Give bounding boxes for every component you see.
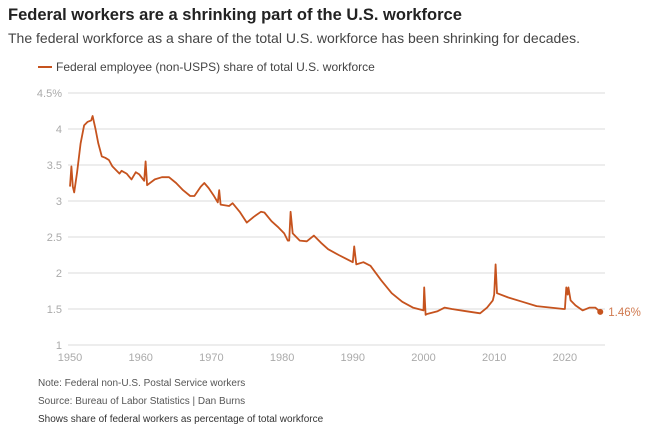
source-text: Source: Bureau of Labor Statistics | Dan…: [38, 396, 246, 407]
end-point: [597, 308, 604, 315]
y-tick-label: 1.5: [47, 304, 62, 316]
x-tick-label: 1960: [128, 352, 152, 364]
y-tick-label: 4: [56, 124, 62, 136]
legend: Federal employee (non-USPS) share of tot…: [38, 60, 375, 74]
chart-subtitle: The federal workforce as a share of the …: [8, 30, 580, 46]
y-tick-label: 2.5: [47, 232, 62, 244]
y-tick-label: 1: [56, 340, 62, 352]
x-tick-label: 2000: [411, 352, 435, 364]
x-tick-label: 1990: [341, 352, 365, 364]
x-tick-label: 2020: [553, 352, 577, 364]
legend-swatch: [38, 66, 52, 68]
x-tick-label: 2010: [482, 352, 506, 364]
y-tick-label: 3: [56, 196, 62, 208]
y-tick-label: 4.5%: [37, 88, 62, 100]
y-tick-label: 2: [56, 268, 62, 280]
legend-label: Federal employee (non-USPS) share of tot…: [56, 60, 375, 74]
end-value-label: 1.46%: [608, 307, 641, 319]
chart-title: Federal workers are a shrinking part of …: [8, 6, 462, 24]
x-tick-label: 1950: [58, 352, 82, 364]
note-text: Note: Federal non-U.S. Postal Service wo…: [38, 378, 246, 389]
caption-text: Shows share of federal workers as percen…: [38, 414, 324, 425]
series-line: [69, 115, 601, 316]
x-tick-label: 1970: [199, 352, 223, 364]
y-tick-label: 3.5: [47, 160, 62, 172]
x-tick-label: 1980: [270, 352, 294, 364]
